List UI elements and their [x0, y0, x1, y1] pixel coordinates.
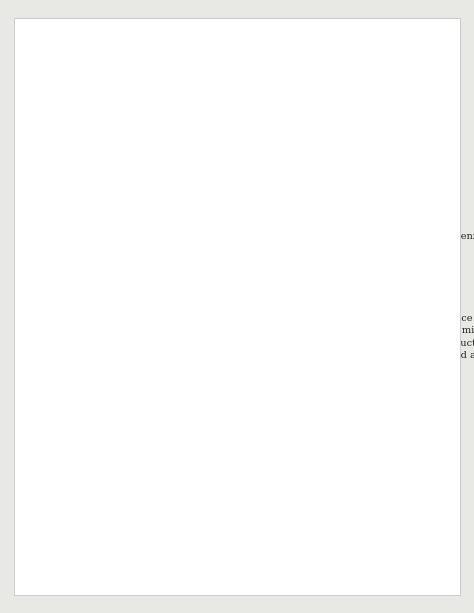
Text: Sodium
Borohydride: Sodium Borohydride — [166, 485, 199, 497]
Text: C
C: C C — [132, 431, 138, 457]
Text: ⬡: ⬡ — [244, 400, 257, 414]
Text: Experiment #55 Micro:  Borohydride Reduction of a Ketone:  Hydrobenzoin from Ben: Experiment #55 Micro: Borohydride Reduct… — [47, 232, 474, 241]
Text: II. Introduction:: II. Introduction: — [26, 547, 130, 558]
Text: OH,H₂O (ethanol)
Hydrobenzoin: OH,H₂O (ethanol) Hydrobenzoin — [235, 485, 282, 497]
Text: ⬡: ⬡ — [277, 400, 291, 414]
Text: ⬡: ⬡ — [337, 400, 349, 414]
Text: 1: 1 — [26, 577, 33, 587]
Text: NaBH₄: NaBH₄ — [177, 432, 207, 440]
Text: (+,-)
Hydro-
benzoin: (+,-) Hydro- benzoin — [315, 479, 337, 497]
FancyBboxPatch shape — [372, 395, 380, 408]
Text: I. Abstract:: I. Abstract: — [26, 295, 98, 306]
Text: The objective of this experiment was to dissolve solid diketone in ethanol and r: The objective of this experiment was to … — [26, 314, 474, 373]
FancyBboxPatch shape — [363, 395, 370, 408]
Text: ⬡: ⬡ — [111, 436, 127, 454]
FancyBboxPatch shape — [95, 390, 370, 510]
FancyBboxPatch shape — [353, 395, 361, 408]
Text: Benzil: Benzil — [113, 492, 129, 497]
Text: ⬡: ⬡ — [111, 398, 127, 416]
Text: ⬡: ⬡ — [310, 400, 323, 414]
